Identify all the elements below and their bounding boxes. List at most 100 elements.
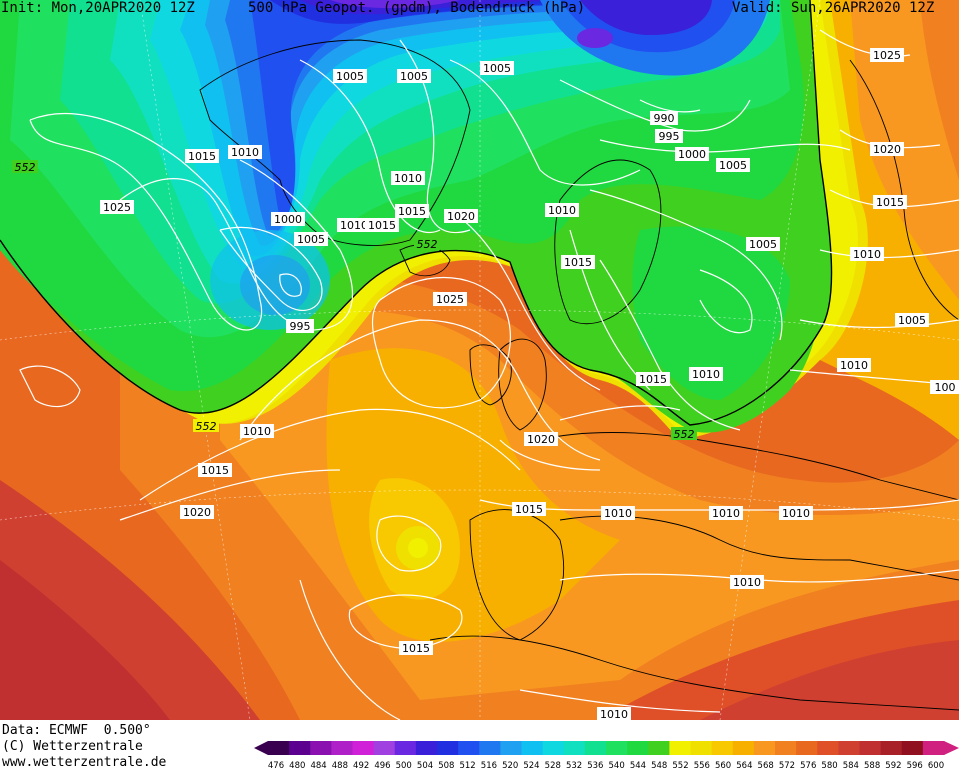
- colorbar-tick-label: 500: [396, 761, 412, 770]
- svg-text:995: 995: [659, 130, 680, 143]
- svg-text:552: 552: [674, 428, 695, 441]
- colorbar-tick-label: 544: [630, 761, 646, 770]
- svg-text:1020: 1020: [527, 433, 555, 446]
- svg-text:1015: 1015: [201, 464, 229, 477]
- svg-text:1025: 1025: [873, 49, 901, 62]
- isobar-label: 1020: [524, 432, 558, 446]
- svg-text:1005: 1005: [483, 62, 511, 75]
- svg-text:1020: 1020: [183, 506, 211, 519]
- isobar-label: 100: [930, 380, 959, 394]
- svg-text:1015: 1015: [564, 256, 592, 269]
- colorbar-swatch: [584, 741, 607, 755]
- isobar-label: 1025: [870, 48, 904, 62]
- chart-header: Init: Mon,20APR2020 12Z 500 hPa Geopot. …: [0, 0, 959, 20]
- svg-text:995: 995: [290, 320, 311, 333]
- svg-text:1010: 1010: [548, 204, 576, 217]
- svg-text:1015: 1015: [876, 196, 904, 209]
- init-time: Init: Mon,20APR2020 12Z: [1, 0, 195, 16]
- colorbar-swatch: [648, 741, 670, 755]
- colorbar-swatch: [901, 741, 924, 755]
- isobar-label: 1005: [746, 237, 780, 251]
- colorbar-swatch: [479, 741, 501, 755]
- svg-text:1010: 1010: [600, 708, 628, 720]
- svg-text:1010: 1010: [840, 359, 868, 372]
- colorbar-swatch: [415, 741, 438, 755]
- colorbar-tick-label: 560: [715, 761, 731, 770]
- isobar-label: 1015: [399, 641, 433, 655]
- isobar-label: 1025: [100, 200, 134, 214]
- svg-text:1010: 1010: [394, 172, 422, 185]
- svg-text:1010: 1010: [782, 507, 810, 520]
- isobar-label: 1015: [395, 204, 429, 218]
- svg-text:1015: 1015: [515, 503, 543, 516]
- svg-text:552: 552: [196, 420, 217, 433]
- data-source: Data: ECMWF 0.500°: [2, 723, 151, 738]
- colorbar-tick-label: 512: [459, 761, 475, 770]
- svg-text:1010: 1010: [604, 507, 632, 520]
- svg-text:1005: 1005: [297, 233, 325, 246]
- colorbar-swatch: [542, 741, 565, 755]
- isobar-label: 1015: [512, 502, 546, 516]
- colorbar-tick-label: 552: [672, 761, 688, 770]
- colorbar-tick-label: 496: [374, 761, 390, 770]
- colorbar-swatch: [331, 741, 353, 755]
- colorbar-tick-label: 576: [800, 761, 816, 770]
- colorbar-swatch: [775, 741, 797, 755]
- svg-text:1005: 1005: [400, 70, 428, 83]
- isobar-label: 1020: [870, 142, 904, 156]
- colorbar-swatch: [711, 741, 734, 755]
- isobar-label: 1020: [444, 209, 478, 223]
- colorbar-swatch: [606, 741, 628, 755]
- svg-text:1000: 1000: [274, 213, 302, 226]
- isobar-label: 1015: [365, 218, 399, 232]
- colorbar-swatch: [563, 741, 586, 755]
- copyright-text: (C) Wetterzentrale: [2, 739, 143, 754]
- isobar-label: 1010: [601, 506, 635, 520]
- geopot-label: 552: [414, 237, 440, 251]
- isobar-label: 1015: [561, 255, 595, 269]
- isobar-label: 995: [286, 319, 314, 333]
- colorbar-swatch: [500, 741, 522, 755]
- colorbar-arrow-right: [944, 741, 959, 755]
- svg-text:1015: 1015: [398, 205, 426, 218]
- colorbar-tick-label: 524: [523, 761, 539, 770]
- svg-text:1005: 1005: [898, 314, 926, 327]
- svg-text:1000: 1000: [678, 148, 706, 161]
- colorbar-swatch: [627, 741, 649, 755]
- isobar-label: 990: [650, 111, 678, 125]
- colorbar-tick-label: 572: [779, 761, 795, 770]
- svg-text:1010: 1010: [231, 146, 259, 159]
- svg-text:1015: 1015: [188, 150, 216, 163]
- isobar-label: 1005: [397, 69, 431, 83]
- svg-text:1010: 1010: [340, 219, 368, 232]
- svg-text:1005: 1005: [749, 238, 777, 251]
- svg-text:1010: 1010: [243, 425, 271, 438]
- isobar-label: 1010: [850, 247, 884, 261]
- svg-text:1010: 1010: [733, 576, 761, 589]
- isobar-label: 1010: [545, 203, 579, 217]
- isobar-label: 1000: [675, 147, 709, 161]
- isobar-label: 1010: [689, 367, 723, 381]
- svg-text:552: 552: [15, 161, 36, 174]
- colorbar-swatch: [521, 741, 544, 755]
- isobar-label: 1010: [240, 424, 274, 438]
- valid-time: Valid: Sun,26APR2020 12Z: [732, 0, 935, 16]
- isobar-label: 1010: [597, 707, 631, 720]
- svg-text:1015: 1015: [368, 219, 396, 232]
- isobar-label: 995: [655, 129, 683, 143]
- geopotential-field: [0, 0, 959, 720]
- isobar-label: 1005: [480, 61, 514, 75]
- isobar-label: 1010: [391, 171, 425, 185]
- isobar-label: 1000: [271, 212, 305, 226]
- isobar-label: 1005: [895, 313, 929, 327]
- colorbar-tick-label: 584: [843, 761, 859, 770]
- isobar-label: 1010: [709, 506, 743, 520]
- colorbar-swatch: [796, 741, 818, 755]
- map-title: 500 hPa Geopot. (gpdm), Bodendruck (hPa): [248, 0, 586, 16]
- colorbar-tick-label: 484: [310, 761, 326, 770]
- svg-text:1020: 1020: [873, 143, 901, 156]
- geopot-label: 552: [671, 427, 697, 441]
- isobar-label: 1015: [185, 149, 219, 163]
- weather-map: 1005 1005 1005 990 995 1000 1005 1025 10…: [0, 0, 959, 720]
- isobar-label: 1010: [837, 358, 871, 372]
